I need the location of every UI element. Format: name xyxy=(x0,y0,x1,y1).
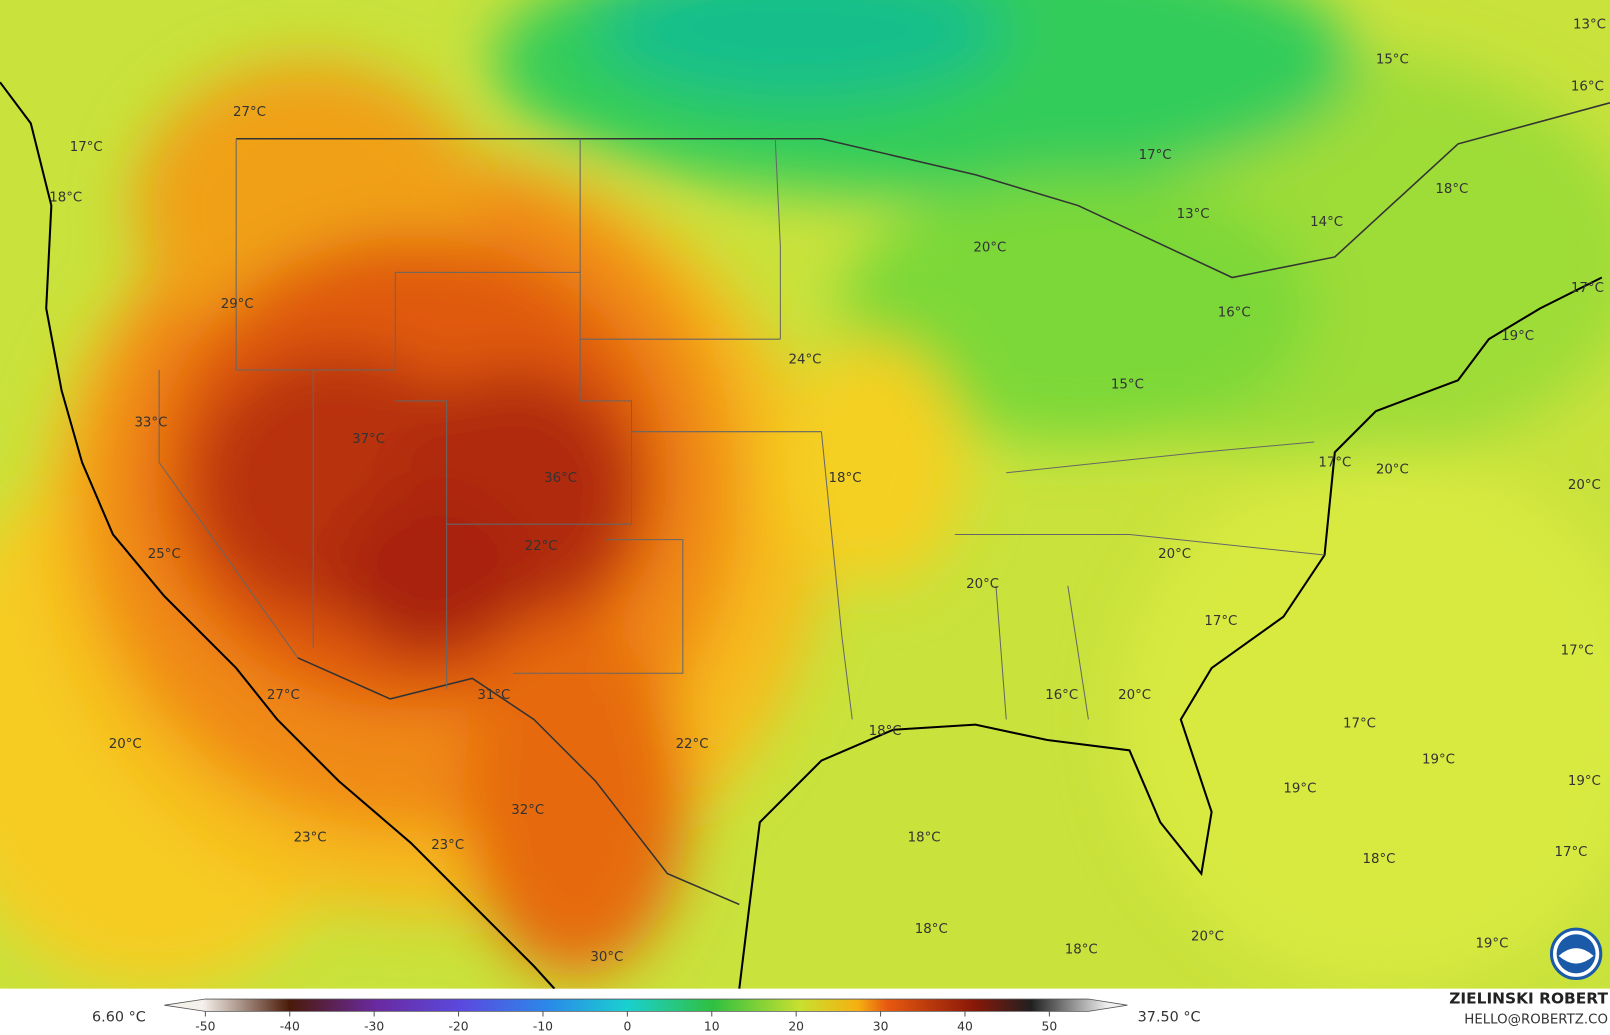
temp-label: 37°C xyxy=(352,432,385,447)
temp-label: 22°C xyxy=(676,737,709,752)
temp-label: 18°C xyxy=(1435,182,1468,197)
temp-label: 15°C xyxy=(1376,53,1409,68)
temp-label: 23°C xyxy=(431,838,464,853)
temp-label: 20°C xyxy=(1118,688,1151,703)
temp-label: 18°C xyxy=(829,471,862,486)
temp-label: 13°C xyxy=(1177,207,1210,222)
map-field xyxy=(0,0,1610,990)
temp-label: 16°C xyxy=(1571,79,1604,94)
temp-label: 19°C xyxy=(1283,781,1316,796)
temp-label: 33°C xyxy=(134,415,167,430)
temp-label: 19°C xyxy=(1422,753,1455,768)
temp-label: 14°C xyxy=(1310,215,1343,230)
temp-label: 13°C xyxy=(1573,18,1606,33)
colorbar-tick-label: -50 xyxy=(195,1019,215,1033)
temp-label: 25°C xyxy=(148,547,181,562)
email: HELLO@ROBERTZ.CO xyxy=(1464,1013,1608,1028)
temp-label: 17°C xyxy=(1555,845,1588,860)
temp-label: 17°C xyxy=(1318,456,1351,471)
colorbar-min: 6.60 °C xyxy=(92,1010,146,1026)
temp-label: 23°C xyxy=(294,831,327,846)
temp-label: 17°C xyxy=(1561,644,1594,659)
temp-label: 22°C xyxy=(525,539,558,554)
temp-label: 17°C xyxy=(1204,614,1237,629)
temp-label: 31°C xyxy=(477,688,510,703)
temp-label: 20°C xyxy=(1191,929,1224,944)
temp-label: 17°C xyxy=(1571,281,1604,296)
colorbar-tick-label: -30 xyxy=(364,1019,384,1033)
temp-label: 20°C xyxy=(1568,478,1601,493)
colorbar-tick-label: -20 xyxy=(449,1019,469,1033)
colorbar-tick-label: 10 xyxy=(704,1019,720,1033)
temp-label: 18°C xyxy=(49,190,82,205)
colorbar-tick-label: -40 xyxy=(280,1019,300,1033)
temp-label: 19°C xyxy=(1568,774,1601,789)
noaa-logo xyxy=(1549,927,1603,981)
temp-label: 29°C xyxy=(221,297,254,312)
temp-label: 20°C xyxy=(966,577,999,592)
temp-label: 27°C xyxy=(233,105,266,120)
colorbar-tick-label: -10 xyxy=(533,1019,553,1033)
temp-label: 15°C xyxy=(1111,377,1144,392)
temp-label: 18°C xyxy=(908,831,941,846)
temp-label: 19°C xyxy=(1501,329,1534,344)
temp-label: 17°C xyxy=(1139,148,1172,163)
colorbar-tick-label: 20 xyxy=(788,1019,804,1033)
temp-label: 19°C xyxy=(1475,937,1508,952)
temp-label: 16°C xyxy=(1045,688,1078,703)
temp-label: 32°C xyxy=(511,803,544,818)
temp-label: 18°C xyxy=(869,724,902,739)
temp-label: 18°C xyxy=(1362,852,1395,867)
temp-label: 27°C xyxy=(267,688,300,703)
temp-label: 24°C xyxy=(789,353,822,368)
temp-label: 18°C xyxy=(1065,943,1098,958)
footer xyxy=(0,988,1610,1035)
temperature-labels: 27°C 17°C 18°C 29°C 33°C 37°C 36°C 22°C 25°C 27°C… xyxy=(49,18,1606,965)
temp-label: 20°C xyxy=(1376,463,1409,478)
temp-label: 18°C xyxy=(915,922,948,937)
colorbar-tick-label: 30 xyxy=(873,1019,889,1033)
temp-label: 17°C xyxy=(70,140,103,155)
temp-label: 20°C xyxy=(109,737,142,752)
colorbar-max: 37.50 °C xyxy=(1138,1010,1201,1026)
colorbar-tick-label: 50 xyxy=(1042,1019,1058,1033)
temp-label: 20°C xyxy=(1158,547,1191,562)
temp-label: 20°C xyxy=(973,241,1006,256)
colorbar-tick-label: 0 xyxy=(623,1019,631,1033)
author: ZIELINSKI ROBERT xyxy=(1449,990,1608,1008)
temp-label: 36°C xyxy=(544,471,577,486)
temp-label: 30°C xyxy=(590,950,623,965)
temp-label: 17°C xyxy=(1343,717,1376,732)
colorbar-ticks: -50 -40 -30 -20 -10 0 10 20 30 40 50 xyxy=(195,1011,1057,1033)
colorbar xyxy=(164,998,1128,1012)
temp-label: 16°C xyxy=(1218,305,1251,320)
colorbar-tick-label: 40 xyxy=(957,1019,973,1033)
